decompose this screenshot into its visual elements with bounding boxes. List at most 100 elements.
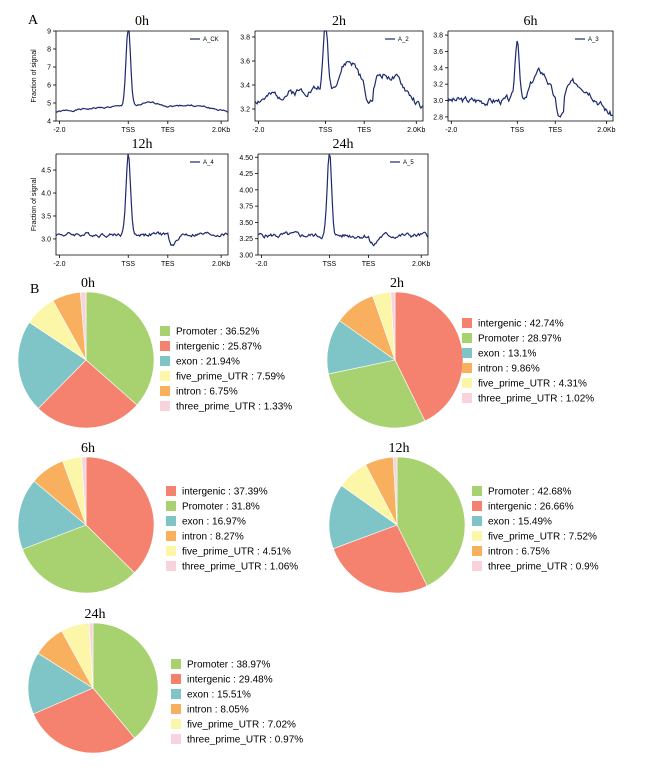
chart-title: 0h <box>81 276 95 291</box>
legend-label-intergenic: intergenic : 37.39% <box>182 487 268 498</box>
y-tick-label: 3.2 <box>240 107 250 114</box>
x-tick-label: TES <box>161 127 175 134</box>
legend-swatch-three_prime_UTR <box>171 734 181 744</box>
signal-line <box>55 30 229 113</box>
legend-swatch-Promoter <box>462 333 472 343</box>
line-chart-12h: 12h 3.0 3.5 4.0 4.5 -2.0 TSS TES 2.0Kb Fraction o… <box>31 137 230 268</box>
y-tick-label: 7 <box>47 65 51 72</box>
legend-swatch-five_prime_UTR <box>462 378 472 388</box>
x-tick-label: TES <box>548 127 562 134</box>
legend-label-three_prime_UTR: three_prime_UTR : 1.33% <box>176 402 292 413</box>
pie-slice-three_prime_UTR <box>79 291 87 361</box>
y-tick-label: 3.6 <box>240 59 250 66</box>
y-tick-label: 3.75 <box>239 204 253 211</box>
x-tick-label: TSS <box>323 261 337 268</box>
legend-label: A_4 <box>203 160 214 166</box>
legend-label-five_prime_UTR: five_prime_UTR : 7.52% <box>488 532 597 543</box>
chart-title: 6h <box>81 441 95 456</box>
legend-swatch-Promoter <box>166 501 176 511</box>
y-tick-label: 3.0 <box>433 98 443 105</box>
x-tick-label: 2.0Kb <box>212 127 230 134</box>
legend-swatch-Promoter <box>472 486 482 496</box>
legend-swatch-five_prime_UTR <box>171 719 181 729</box>
y-tick-label: 4.0 <box>41 191 51 198</box>
y-tick-label: 4 <box>47 119 51 126</box>
y-tick-label: 4.00 <box>239 187 253 194</box>
pie-slice-intergenic <box>394 291 464 422</box>
signal-line <box>254 30 424 110</box>
y-tick-label: 3.25 <box>239 236 253 243</box>
line-chart-2h: 2h 3.2 3.4 3.6 3.8 -2.0 TSS TES 2.0Kb A_2 <box>240 14 425 134</box>
legend-swatch-three_prime_UTR <box>166 561 176 571</box>
legend-swatch-intergenic <box>462 318 472 328</box>
legend-swatch-exon <box>166 516 176 526</box>
signal-line <box>257 153 429 247</box>
chart-title: 6h <box>524 14 538 29</box>
plot-frame <box>55 30 229 122</box>
legend-label-five_prime_UTR: five_prime_UTR : 4.31% <box>478 379 587 390</box>
pie-slice-three_prime_UTR <box>392 456 398 526</box>
legend-label-intron: intron : 6.75% <box>488 547 550 558</box>
pie-slice-intergenic <box>85 456 155 574</box>
x-tick-label: 2.0Kb <box>212 261 230 268</box>
legend-label-five_prime_UTR: five_prime_UTR : 7.59% <box>176 372 285 383</box>
y-tick-label: 5 <box>47 101 51 108</box>
y-tick-label: 4.25 <box>239 171 253 178</box>
plot-frame <box>55 153 229 256</box>
legend-label-Promoter: Promoter : 38.97% <box>187 660 270 671</box>
pie-chart-12h: 12h Promoter : 42.68% intergenic : 26.66% e… <box>328 441 599 594</box>
x-tick-label: TSS <box>121 261 135 268</box>
pie-chart-6h: 6h intergenic : 37.39% Promoter : 31.8% exo… <box>17 441 298 594</box>
x-tick-label: TES <box>362 261 376 268</box>
legend-label-Promoter: Promoter : 28.97% <box>478 334 561 345</box>
legend-label-intergenic: intergenic : 25.87% <box>176 342 262 353</box>
legend-label-intron: intron : 8.27% <box>182 532 244 543</box>
x-tick-label: TSS <box>319 127 333 134</box>
x-tick-label: 2.0Kb <box>597 127 615 134</box>
legend-swatch-intron <box>472 546 482 556</box>
legend-swatch-exon <box>462 348 472 358</box>
pie-slice-Promoter <box>396 456 466 587</box>
legend-swatch-intron <box>166 531 176 541</box>
legend-label-exon: exon : 21.94% <box>176 357 240 368</box>
y-tick-label: 8 <box>47 47 51 54</box>
chart-title: 24h <box>333 137 354 152</box>
legend-label-intergenic: intergenic : 42.74% <box>478 319 564 330</box>
y-axis-label: Fraction of signal <box>31 177 38 231</box>
legend-swatch-intergenic <box>171 674 181 684</box>
legend-swatch-five_prime_UTR <box>160 371 170 381</box>
chart-title: 12h <box>389 441 410 456</box>
x-tick-label: -2.0 <box>445 127 457 134</box>
legend-swatch-intron <box>462 363 472 373</box>
legend-label-exon: exon : 15.49% <box>488 517 552 528</box>
legend-swatch-intergenic <box>166 486 176 496</box>
legend-label-three_prime_UTR: three_prime_UTR : 0.9% <box>488 562 599 573</box>
pie-slice-Promoter <box>85 291 155 406</box>
pie-slice-intergenic <box>37 359 138 429</box>
chart-title: 2h <box>332 14 346 29</box>
legend-label-intron: intron : 6.75% <box>176 387 238 398</box>
line-chart-0h: 0h 4 5 6 7 8 9 -2.0 TSS TES 2.0Kb Fraction of signa… <box>31 14 230 134</box>
legend-swatch-three_prime_UTR <box>472 561 482 571</box>
line-chart-24h: 24h 3.00 3.25 3.50 3.75 4.00 4.25 4.50 -2.0 TSS TE… <box>239 137 430 268</box>
legend-label-intron: intron : 8.05% <box>187 705 249 716</box>
y-tick-label: 3.2 <box>433 82 443 89</box>
legend-swatch-three_prime_UTR <box>160 401 170 411</box>
panel-label-a: A <box>28 13 39 28</box>
y-tick-label: 9 <box>47 29 51 36</box>
plot-frame <box>447 30 614 122</box>
x-tick-label: -2.0 <box>53 127 65 134</box>
plot-frame <box>257 153 429 256</box>
y-tick-label: 3.6 <box>433 49 443 56</box>
pie-slice-intergenic <box>33 687 135 754</box>
pie-slice-exon <box>17 321 87 409</box>
annotation-pie-charts: 0h Promoter : 36.52% intergenic : 25.87% ex… <box>17 276 599 754</box>
y-tick-label: 3.0 <box>41 236 51 243</box>
pie-slice-Promoter <box>92 622 159 739</box>
legend-label-Promoter: Promoter : 42.68% <box>488 487 571 498</box>
legend-swatch-intergenic <box>472 501 482 511</box>
pie-slice-exon <box>328 485 398 550</box>
x-tick-label: TES <box>357 127 371 134</box>
signal-profile-charts: 0h 4 5 6 7 8 9 -2.0 TSS TES 2.0Kb Fraction of signa… <box>31 14 616 268</box>
legend-label-Promoter: Promoter : 36.52% <box>176 327 259 338</box>
